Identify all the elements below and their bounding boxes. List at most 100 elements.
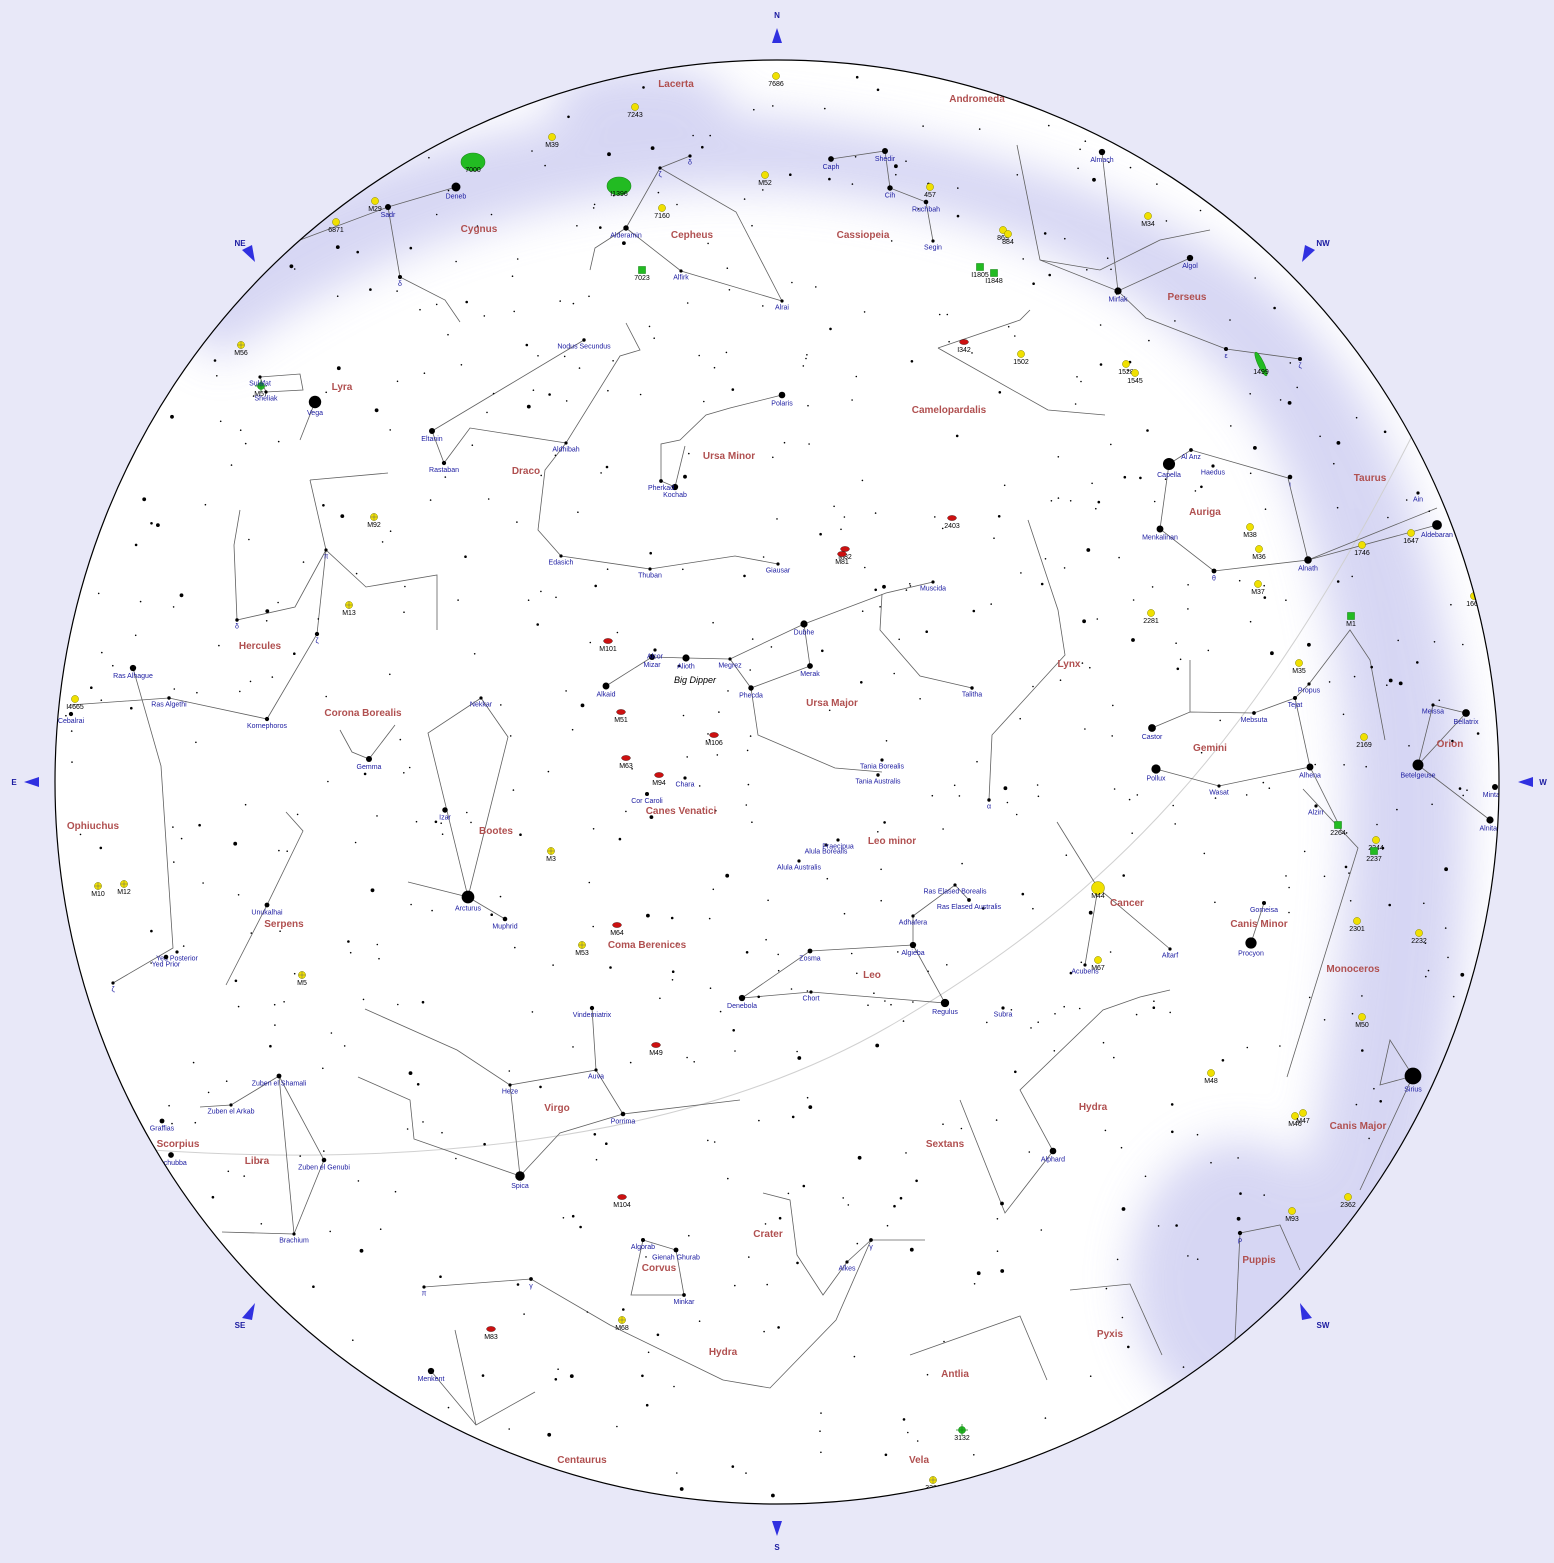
star-greek[interactable]: ζ [111, 981, 115, 994]
object-m92[interactable]: M92 [367, 513, 381, 529]
constellation-cepheus[interactable]: Cepheus [671, 230, 714, 241]
star-greek[interactable]: γ [529, 1277, 533, 1290]
star-alcor[interactable]: Alcor [647, 648, 664, 661]
constellation-virgo[interactable]: Virgo [544, 1103, 569, 1114]
object-2264[interactable]: 2264 [1330, 821, 1346, 838]
constellation-lacerta[interactable]: Lacerta [658, 79, 694, 90]
star-regulus[interactable]: Regulus [932, 998, 958, 1016]
object-1499[interactable]: 1499 [1253, 351, 1269, 377]
star-segin[interactable]: Segin [924, 239, 942, 252]
star-zosma[interactable]: Zosma [799, 948, 821, 963]
object-m1[interactable]: M1 [1346, 612, 1356, 629]
star-zuben-el-genubi[interactable]: Zuben el Genubi [298, 1157, 350, 1172]
star-alula-borealis[interactable]: Alula Borealis [805, 843, 848, 856]
star-subra[interactable]: Subra [994, 1006, 1013, 1019]
object-m36[interactable]: M36 [1252, 545, 1266, 561]
star-zuben-el-arkab[interactable]: Zuben el Arkab [207, 1103, 255, 1116]
constellation-canes-venatici[interactable]: Canes Venatici [646, 806, 717, 817]
star-arcturus[interactable]: Arcturus [455, 890, 482, 913]
star-phecda[interactable]: Phecda [739, 685, 763, 700]
constellation-andromeda[interactable]: Andromeda [949, 94, 1005, 105]
object-7000[interactable]: 7000 [460, 152, 486, 174]
constellation-canis-major[interactable]: Canis Major [1330, 1121, 1387, 1132]
star-vega[interactable]: Vega [307, 395, 323, 417]
constellation-ophiuchus[interactable]: Ophiuchus [67, 821, 120, 832]
star-mintaka[interactable]: Mintaka [1483, 783, 1508, 799]
object-1502[interactable]: 1502 [1013, 350, 1029, 366]
star-pherkad[interactable]: Pherkad [648, 479, 674, 492]
constellation-leo[interactable]: Leo [863, 970, 881, 981]
object-m67[interactable]: M67 [1091, 956, 1105, 972]
object-m57[interactable]: M57 [254, 380, 268, 398]
star-alula-australis[interactable]: Alula Australis [777, 859, 821, 872]
constellation-gemini[interactable]: Gemini [1193, 743, 1227, 754]
star-alnitak[interactable]: Alnitak [1479, 816, 1501, 833]
star-ras-algethi[interactable]: Ras Algethi [151, 696, 187, 709]
object-m68[interactable]: M68 [615, 1316, 629, 1332]
object-m51[interactable]: M51 [614, 709, 628, 724]
object-m104[interactable]: M104 [613, 1194, 631, 1209]
constellation-cancer[interactable]: Cancer [1110, 898, 1144, 909]
object-2281[interactable]: 2281 [1143, 609, 1159, 625]
object-m94[interactable]: M94 [652, 772, 666, 787]
star-praecipua[interactable]: Praecipua [822, 838, 854, 851]
star-greek[interactable]: ζ [658, 166, 662, 179]
object-2301[interactable]: 2301 [1349, 917, 1365, 933]
star-adhafera[interactable]: Adhafera [899, 914, 928, 927]
star-kornephoros[interactable]: Kornephoros [247, 716, 288, 730]
star-ruchbah[interactable]: Ruchbah [912, 199, 940, 214]
constellation-crater[interactable]: Crater [753, 1229, 783, 1240]
star-yed-posterior[interactable]: Yed Posterior [156, 950, 199, 963]
object-2237[interactable]: 2237 [1366, 847, 1382, 864]
star-sulafat[interactable]: Sulafat [249, 375, 271, 388]
object-i4665[interactable]: I4665 [66, 695, 84, 711]
star-muscida[interactable]: Muscida [920, 580, 946, 593]
star-procyon[interactable]: Procyon [1238, 937, 1264, 958]
star-greek[interactable]: γ [869, 1238, 873, 1251]
star-sadr[interactable]: Sadr [381, 203, 396, 219]
star-rastaban[interactable]: Rastaban [429, 460, 459, 474]
object-m10[interactable]: M10 [91, 882, 105, 898]
constellation-corvus[interactable]: Corvus [642, 1263, 677, 1274]
object-m35[interactable]: M35 [1292, 659, 1306, 675]
object-m106[interactable]: M106 [705, 732, 723, 747]
constellation-sextans[interactable]: Sextans [926, 1139, 965, 1150]
star-alhena[interactable]: Alhena [1299, 763, 1321, 780]
constellation-cygnus[interactable]: Cygnus [461, 224, 498, 235]
object-m52[interactable]: M52 [758, 171, 772, 187]
constellation-antlia[interactable]: Antlia [941, 1369, 969, 1380]
object-m64[interactable]: M64 [610, 922, 624, 937]
star-auva[interactable]: Auva [588, 1068, 604, 1081]
star-polaris[interactable]: Polaris [771, 391, 793, 408]
star-castor[interactable]: Castor [1142, 724, 1163, 741]
star-sheliak[interactable]: Sheliak [255, 390, 278, 403]
star-vindemiatrix[interactable]: Vindemiatrix [573, 1005, 612, 1019]
star-caph[interactable]: Caph [823, 156, 840, 171]
constellation-coma-berenices[interactable]: Coma Berenices [608, 940, 687, 951]
star-greek[interactable]: δ [398, 275, 402, 288]
star-al-anz[interactable]: Al Anz [1181, 448, 1201, 461]
object-7686[interactable]: 7686 [768, 72, 784, 88]
star-aldebaran[interactable]: Aldebaran [1421, 520, 1453, 539]
star-spica[interactable]: Spica [511, 1171, 529, 1190]
constellation-cassiopeia[interactable]: Cassiopeia [837, 230, 890, 241]
star-shedir[interactable]: Shedir [875, 147, 896, 163]
object-1528[interactable]: 1528 [1118, 360, 1134, 376]
star-greek[interactable]: ε [1224, 347, 1228, 360]
object-m12[interactable]: M12 [117, 880, 131, 896]
constellation-camelopardalis[interactable]: Camelopardalis [912, 405, 987, 416]
star-meissa[interactable]: Meissa [1422, 703, 1444, 716]
object-7023[interactable]: 7023 [634, 266, 650, 283]
object-m50[interactable]: M50 [1355, 1013, 1369, 1029]
star-edasich[interactable]: Edasich [549, 554, 574, 567]
star-thuban[interactable]: Thuban [638, 567, 662, 580]
constellation-ursa-minor[interactable]: Ursa Minor [703, 451, 755, 462]
object-m39[interactable]: M39 [545, 133, 559, 149]
object-i1848[interactable]: I1848 [985, 269, 1003, 286]
star-deneb[interactable]: Deneb [446, 182, 467, 201]
star-porrima[interactable]: Porrima [611, 1111, 636, 1126]
object-m101[interactable]: M101 [599, 638, 617, 653]
star-mebsuta[interactable]: Mebsuta [1241, 711, 1268, 724]
star-izar[interactable]: Izar [439, 807, 452, 822]
constellation-centaurus[interactable]: Centaurus [557, 1455, 607, 1466]
